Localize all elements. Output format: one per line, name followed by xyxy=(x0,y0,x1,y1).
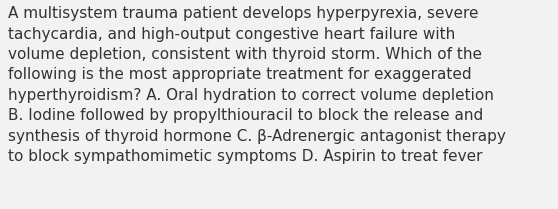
Text: A multisystem trauma patient develops hyperpyrexia, severe
tachycardia, and high: A multisystem trauma patient develops hy… xyxy=(8,6,506,164)
